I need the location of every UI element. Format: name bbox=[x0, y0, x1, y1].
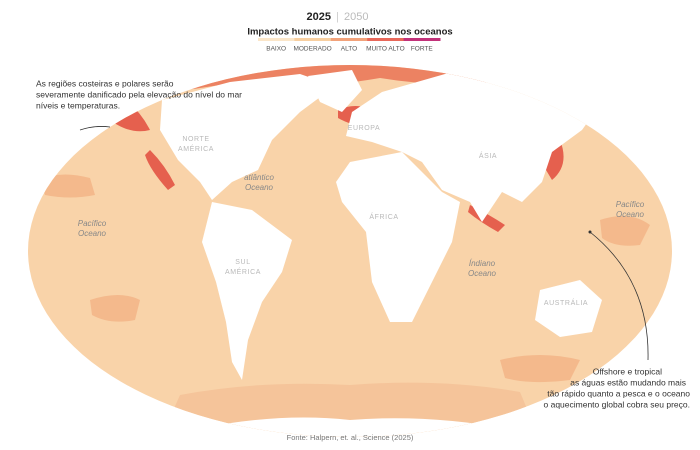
continent-label: AMÉRICA bbox=[178, 144, 214, 153]
annotation-arrow bbox=[589, 231, 649, 361]
ocean-label: Oceano bbox=[616, 210, 645, 219]
annotation-text: Offshore e tropical bbox=[593, 366, 662, 376]
continent-label: SUL bbox=[235, 259, 250, 266]
legend-swatch bbox=[294, 38, 332, 41]
ocean-label: Índiano bbox=[469, 259, 496, 268]
annotation-text: As regiões costeiras e polares serão bbox=[36, 78, 174, 88]
annotation-dot bbox=[588, 230, 592, 234]
continent-label: EUROPA bbox=[348, 125, 381, 132]
map bbox=[28, 65, 672, 437]
north-america bbox=[160, 74, 335, 200]
ocean-label: Pacífico bbox=[78, 219, 107, 228]
continent-label: AMÉRICA bbox=[225, 267, 261, 276]
legend: BAIXO MODERADO ALTO MUITO ALTO FORTE bbox=[258, 38, 441, 53]
australia bbox=[535, 280, 602, 337]
annotation-text: as águas estão mudando mais bbox=[570, 377, 686, 387]
title: Impactos humanos cumulativos nos oceanos bbox=[247, 27, 452, 38]
ocean-label: atlântico bbox=[244, 173, 274, 182]
continent-label: ÁSIA bbox=[479, 151, 497, 160]
legend-label: MUITO ALTO bbox=[366, 46, 405, 53]
source: Fonte: Halpern, et. al., Science (2025) bbox=[287, 433, 414, 442]
eurasia bbox=[346, 72, 602, 222]
south-america bbox=[202, 202, 292, 380]
annotation-text: tão rápido quanto a pesca e o oceano bbox=[547, 388, 690, 398]
legend-swatch bbox=[403, 38, 441, 41]
ocean-label: Oceano bbox=[468, 269, 497, 278]
map-labels: NORTEAMÉRICAEUROPAÁSIAÁFRICASULAMÉRICAAU… bbox=[78, 125, 645, 307]
legend-swatch bbox=[330, 38, 368, 41]
ocean-label: Pacífico bbox=[616, 200, 645, 209]
legend-swatch bbox=[367, 38, 405, 41]
ocean-label: Oceano bbox=[245, 183, 274, 192]
legend-label: BAIXO bbox=[266, 46, 286, 53]
year-inactive[interactable]: 2050 bbox=[344, 11, 368, 23]
legend-label: FORTE bbox=[411, 46, 434, 53]
annotation-text: níveis e temperaturas. bbox=[36, 100, 120, 110]
annotation-text: severamente danificado pela elevação do … bbox=[36, 89, 242, 99]
africa bbox=[336, 152, 460, 322]
annotation-text: o aquecimento global cobra seu preço. bbox=[544, 399, 690, 409]
year-active[interactable]: 2025 bbox=[307, 11, 331, 23]
continent-label: ÁFRICA bbox=[369, 212, 398, 221]
year-separator: | bbox=[336, 11, 339, 23]
continent-label: NORTE bbox=[182, 136, 209, 143]
greenland bbox=[308, 70, 362, 112]
header: 2025 | 2050 Impactos humanos cumulativos… bbox=[247, 11, 452, 38]
annotation-arrow bbox=[79, 126, 111, 131]
ocean-label: Oceano bbox=[78, 229, 107, 238]
legend-label: MODERADO bbox=[293, 46, 331, 53]
continent-label: AUSTRÁLIA bbox=[544, 298, 588, 307]
legend-label: ALTO bbox=[341, 46, 357, 53]
legend-swatch bbox=[258, 38, 295, 41]
